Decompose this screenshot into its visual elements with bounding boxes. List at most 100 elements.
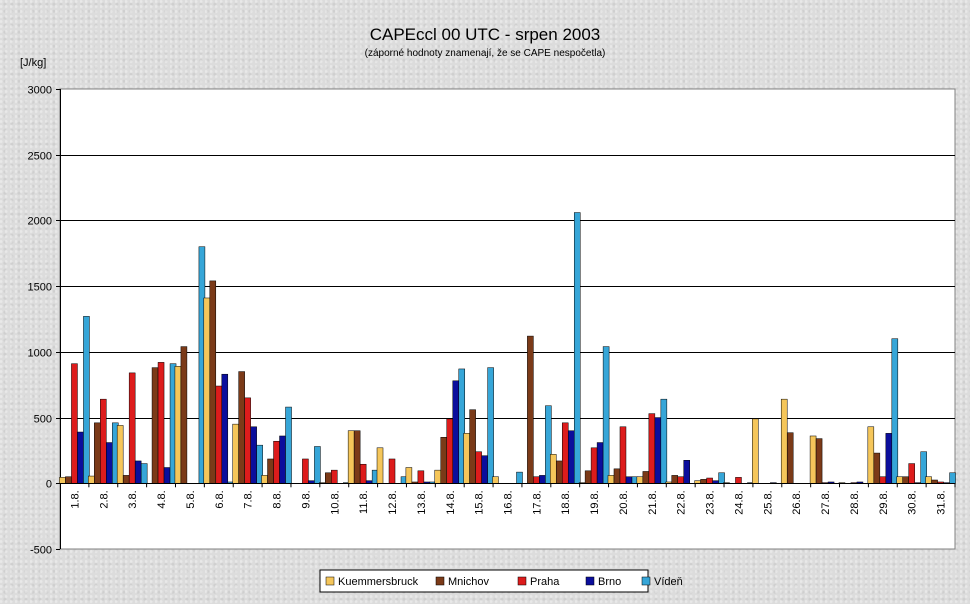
- x-tick-label: 18.8.: [560, 490, 572, 514]
- bar-v-de-: [949, 472, 956, 484]
- bar-praha: [533, 476, 540, 484]
- x-tick-label: 10.8.: [329, 490, 341, 514]
- bar-brno: [625, 476, 633, 484]
- bar-brno: [567, 430, 575, 484]
- y-axis-unit: [J/kg]: [20, 57, 46, 69]
- x-tick-label: 17.8.: [531, 490, 543, 514]
- bar-brno: [365, 480, 373, 484]
- bar-kuemmersbruck: [809, 435, 817, 484]
- bar-v-de-: [516, 471, 523, 484]
- bar-mnichov: [353, 430, 361, 484]
- x-tick-label: 27.8.: [820, 490, 832, 514]
- x-tick-label: 28.8.: [849, 490, 861, 514]
- bar-mnichov: [671, 475, 678, 484]
- bar-v-de-: [891, 338, 899, 484]
- bar-brno: [539, 475, 546, 484]
- bar-mnichov: [786, 432, 794, 484]
- bar-kuemmersbruck: [780, 398, 788, 484]
- x-tick-label: 23.8.: [705, 490, 717, 514]
- bar-mnichov: [815, 438, 823, 484]
- bar-mnichov: [238, 371, 245, 484]
- y-tick-label: 2500: [28, 151, 52, 163]
- x-tick-label: 8.8.: [272, 490, 284, 508]
- bar-kuemmersbruck: [492, 476, 499, 484]
- bar-brno: [134, 460, 142, 484]
- bar-kuemmersbruck: [88, 475, 95, 484]
- bar-brno: [452, 380, 460, 484]
- bar-praha: [590, 447, 598, 484]
- bar-v-de-: [718, 472, 725, 484]
- bar-praha: [446, 418, 454, 484]
- x-tick-label: 31.8.: [936, 490, 948, 514]
- y-tick-label: 1000: [28, 348, 52, 360]
- bar-praha: [359, 463, 367, 484]
- bar-brno: [596, 442, 604, 484]
- bar-mnichov: [440, 437, 448, 484]
- bar-brno: [683, 460, 690, 484]
- bar-praha: [273, 440, 280, 484]
- bar-kuemmersbruck: [232, 423, 239, 484]
- bar-praha: [215, 385, 223, 484]
- bar-kuemmersbruck: [896, 476, 903, 484]
- bar-mnichov: [151, 367, 159, 484]
- bar-mnichov: [700, 479, 707, 484]
- bar-kuemmersbruck: [867, 426, 875, 484]
- y-tick-label: 500: [34, 414, 52, 426]
- bar-mnichov: [209, 280, 217, 484]
- bar-mnichov: [642, 471, 650, 484]
- bar-mnichov: [469, 409, 476, 484]
- bar-v-de-: [83, 316, 90, 484]
- bar-mnichov: [180, 346, 188, 484]
- bar-praha: [302, 458, 309, 484]
- legend-swatch: [517, 576, 527, 586]
- bar-brno: [163, 467, 171, 484]
- bar-praha: [475, 451, 482, 484]
- bar-mnichov: [65, 476, 72, 484]
- bar-brno: [712, 480, 719, 484]
- bar-praha: [128, 372, 136, 484]
- bar-praha: [908, 463, 915, 484]
- x-tick-label: 13.8.: [416, 490, 428, 514]
- bar-brno: [654, 417, 662, 484]
- bar-v-de-: [487, 367, 494, 484]
- legend-label: Kuemmersbruck: [338, 576, 419, 588]
- bar-kuemmersbruck: [607, 475, 615, 484]
- x-tick-label: 26.8.: [791, 490, 803, 514]
- x-tick-label: 6.8.: [214, 490, 226, 508]
- bar-praha: [71, 363, 78, 484]
- y-tick-label: 0: [46, 479, 52, 491]
- bar-praha: [706, 477, 713, 484]
- x-tick-label: 11.8.: [358, 490, 370, 514]
- x-tick-label: 4.8.: [156, 490, 168, 508]
- bar-kuemmersbruck: [376, 447, 384, 484]
- x-tick-label: 19.8.: [589, 490, 601, 514]
- bar-v-de-: [285, 406, 292, 484]
- y-tick-label: 2000: [28, 216, 52, 228]
- bar-kuemmersbruck: [59, 477, 66, 484]
- x-tick-label: 30.8.: [907, 490, 919, 514]
- legend-label: Praha: [530, 576, 560, 588]
- x-tick-label: 21.8.: [647, 490, 659, 514]
- x-tick-label: 5.8.: [185, 490, 197, 508]
- bar-praha: [735, 477, 742, 484]
- bar-praha: [879, 476, 887, 484]
- bar-praha: [619, 426, 627, 484]
- y-tick-label: 1500: [28, 282, 52, 294]
- bar-brno: [481, 455, 488, 484]
- chart-title: CAPEccl 00 UTC - srpen 2003: [370, 25, 601, 44]
- bar-brno: [308, 480, 315, 484]
- bar-kuemmersbruck: [463, 433, 470, 484]
- x-tick-label: 12.8.: [387, 490, 399, 514]
- x-tick-label: 29.8.: [878, 490, 890, 514]
- x-tick-label: 20.8.: [618, 490, 630, 514]
- bar-praha: [100, 398, 107, 484]
- bar-mnichov: [527, 335, 534, 484]
- bar-praha: [677, 476, 684, 484]
- y-tick-label: -500: [30, 545, 52, 557]
- bar-mnichov: [94, 422, 101, 484]
- bar-praha: [157, 362, 165, 484]
- legend-label: Vídeň: [654, 576, 683, 588]
- bar-kuemmersbruck: [549, 454, 557, 484]
- legend-swatch: [641, 576, 651, 586]
